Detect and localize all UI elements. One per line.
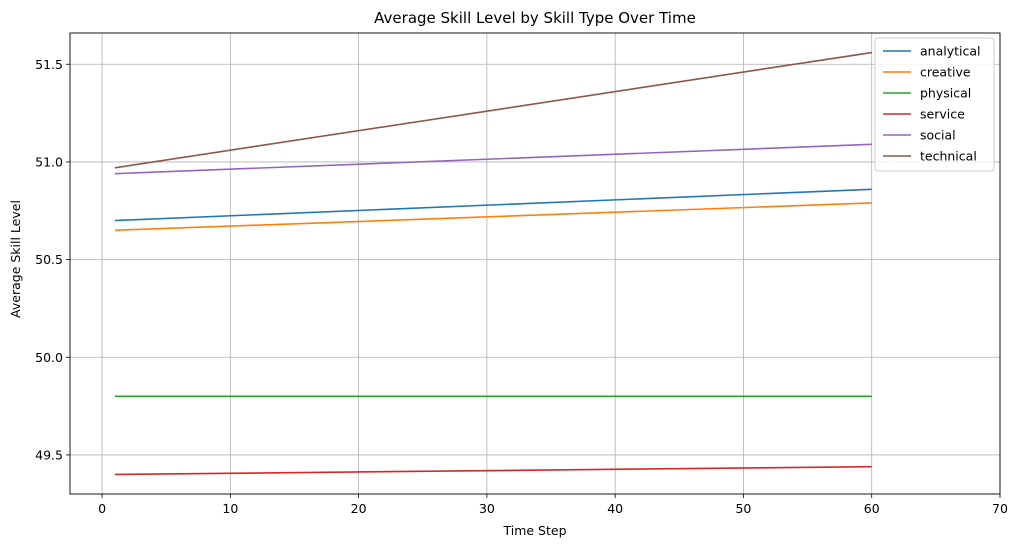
plot-frame (69, 32, 1001, 495)
legend-label-physical: physical (920, 86, 971, 101)
y-tick-label: 51.5 (35, 57, 63, 72)
x-tick-label: 0 (98, 501, 106, 516)
x-tick-label: 40 (607, 501, 623, 516)
y-tick-label: 50.5 (35, 252, 63, 267)
x-tick-label: 50 (735, 501, 751, 516)
x-tick-label: 70 (992, 501, 1008, 516)
y-tick-label: 50.0 (35, 350, 63, 365)
series-line-social (114, 143, 872, 175)
x-tick-label: 20 (351, 501, 367, 516)
x-axis-ticks: 0 10 20 30 40 50 60 70 (98, 494, 1008, 516)
series-lines (114, 51, 872, 476)
x-tick-label: 30 (479, 501, 495, 516)
legend-label-technical: technical (920, 149, 977, 164)
y-axis-ticks: 49.5 50.0 50.5 51.0 51.5 (35, 57, 70, 462)
series-line-technical (114, 51, 872, 169)
y-tick-label: 51.0 (35, 154, 63, 169)
x-axis-label: Time Step (502, 523, 566, 538)
legend[interactable]: analytical creative physical service social t… (874, 37, 995, 172)
legend-label-creative: creative (920, 65, 971, 80)
x-tick-label: 60 (864, 501, 880, 516)
legend-label-analytical: analytical (920, 44, 981, 59)
y-tick-label: 49.5 (35, 447, 63, 462)
series-line-analytical (114, 188, 872, 222)
legend-label-service: service (920, 107, 965, 122)
y-axis-label: Average Skill Level (8, 200, 23, 318)
x-tick-label: 10 (222, 501, 238, 516)
series-line-creative (114, 202, 872, 232)
legend-label-social: social (920, 128, 956, 143)
series-line-service (114, 465, 872, 476)
grid (70, 33, 1001, 494)
chart-title: Average Skill Level by Skill Type Over T… (374, 9, 696, 27)
